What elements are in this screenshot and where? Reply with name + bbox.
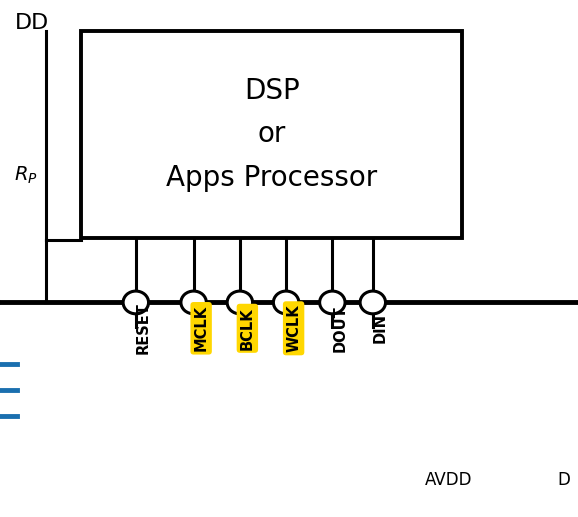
Circle shape: [360, 291, 386, 314]
Text: DIN: DIN: [373, 313, 388, 343]
Text: MCLK: MCLK: [194, 305, 209, 352]
Circle shape: [320, 291, 345, 314]
Text: DD: DD: [14, 13, 49, 33]
Text: RESET: RESET: [136, 302, 151, 354]
Circle shape: [181, 291, 206, 314]
Circle shape: [273, 291, 299, 314]
Text: DOUT: DOUT: [332, 305, 347, 352]
Text: BCLK: BCLK: [240, 307, 255, 349]
Text: AVDD: AVDD: [425, 470, 472, 489]
Text: DSP
or
Apps Processor: DSP or Apps Processor: [166, 77, 377, 192]
Text: D: D: [558, 470, 570, 489]
Circle shape: [123, 291, 149, 314]
Text: $R_P$: $R_P$: [14, 165, 38, 187]
Bar: [81, 31, 462, 238]
Circle shape: [227, 291, 253, 314]
Text: WCLK: WCLK: [286, 305, 301, 352]
